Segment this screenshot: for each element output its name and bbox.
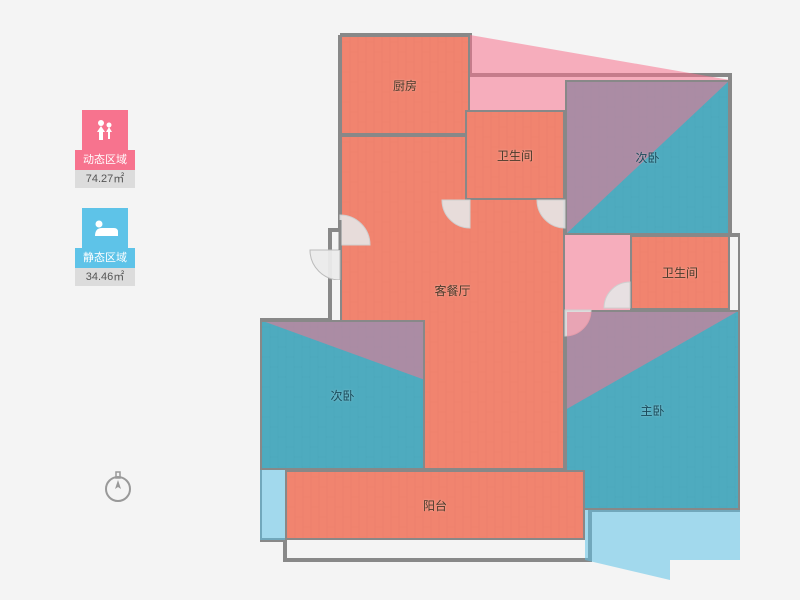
- room-living-label: 客餐厅: [342, 282, 563, 299]
- legend-dynamic: 动态区域 74.27㎡: [75, 110, 135, 188]
- room-bath2-label: 卫生间: [662, 264, 698, 281]
- room-bed1-label: 主卧: [640, 402, 664, 419]
- legend: 动态区域 74.27㎡ 静态区域 34.46㎡: [75, 110, 135, 306]
- legend-dynamic-value: 74.27㎡: [75, 170, 135, 188]
- legend-static-value: 34.46㎡: [75, 268, 135, 286]
- canvas: 动态区域 74.27㎡ 静态区域 34.46㎡ 厨房客餐厅卫生间次卧卫生间主卧次…: [0, 0, 800, 600]
- room-bed1: 主卧: [565, 310, 740, 510]
- room-bath1-label: 卫生间: [497, 147, 533, 164]
- room-bath2: 卫生间: [630, 235, 730, 310]
- room-bed2_top-label: 次卧: [635, 149, 659, 166]
- compass-icon: [103, 470, 133, 509]
- room-bed2_bottom: 次卧: [260, 320, 425, 470]
- legend-dynamic-label: 动态区域: [75, 150, 135, 170]
- room-bed2_top: 次卧: [565, 80, 730, 235]
- legend-static: 静态区域 34.46㎡: [75, 208, 135, 286]
- room-bath1: 卫生间: [465, 110, 565, 200]
- room-balcony-label: 阳台: [423, 497, 447, 514]
- room-kitchen-label: 厨房: [393, 77, 417, 94]
- floor-plan: 厨房客餐厅卫生间次卧卫生间主卧次卧阳台: [260, 20, 740, 580]
- room-balcony: 阳台: [285, 470, 585, 540]
- legend-dynamic-icon: [82, 110, 128, 150]
- room-bed2_bottom-label: 次卧: [330, 387, 354, 404]
- legend-static-icon: [82, 208, 128, 248]
- room-kitchen: 厨房: [340, 35, 470, 135]
- entry-door-icon: [300, 220, 350, 280]
- legend-static-label: 静态区域: [75, 248, 135, 268]
